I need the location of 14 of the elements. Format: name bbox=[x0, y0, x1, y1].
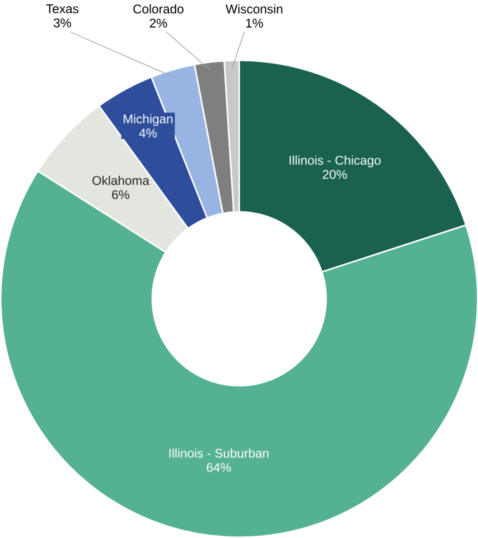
data-label: 20% bbox=[322, 170, 347, 179]
slice-label: Illinois - Chicago bbox=[289, 155, 380, 168]
slice-label: Oklahoma bbox=[92, 176, 150, 186]
slice-label: Colorado bbox=[133, 4, 184, 14]
slice-label: Wisconsin bbox=[225, 4, 282, 14]
slice-label: Michigan bbox=[124, 114, 172, 126]
slice-label: Illinois - Suburban bbox=[169, 448, 268, 458]
data-label: 6% bbox=[112, 190, 130, 200]
slice-label: Texas bbox=[46, 4, 78, 14]
data-label: 2% bbox=[150, 18, 167, 28]
data-label: 1% bbox=[246, 18, 263, 28]
data-label: 3% bbox=[54, 18, 71, 28]
data-label: 64% bbox=[206, 462, 231, 472]
data-label: 4% bbox=[138, 128, 156, 138]
